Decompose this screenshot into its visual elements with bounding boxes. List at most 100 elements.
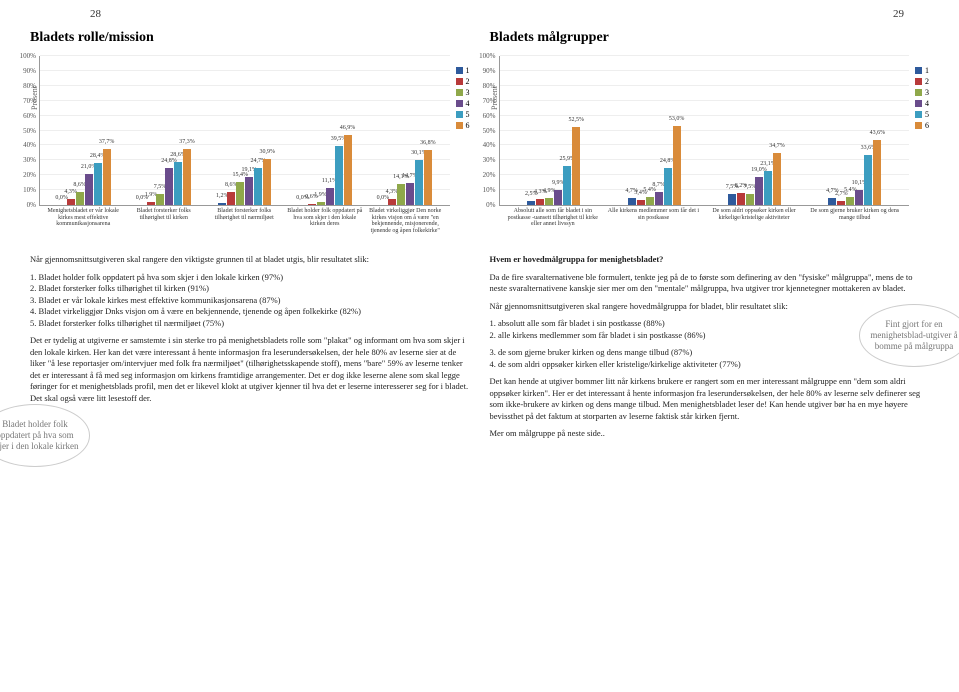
bar: 24,8%	[165, 168, 173, 205]
legend-label: 5	[925, 110, 929, 119]
bar-value-label: 52,5%	[568, 117, 584, 123]
right-text-column: Fint gjort for en menighetsblad-utgiver …	[490, 254, 930, 445]
bar: 5,4%	[646, 197, 654, 205]
right-p2: Når gjennomsnittsutgiveren skal rangere …	[490, 301, 930, 312]
bar: 10,1%	[855, 190, 863, 205]
y-tick: 30%	[483, 156, 496, 164]
y-tick: 60%	[23, 112, 36, 120]
bar-value-label: 43,6%	[870, 130, 886, 136]
legend-item: 3	[915, 88, 929, 97]
bar: 36,8%	[424, 150, 432, 205]
bar-value-label: 36,8%	[420, 140, 436, 146]
bar: 8,2%	[737, 193, 745, 205]
legend-item: 5	[456, 110, 470, 119]
bar: 30,1%	[415, 160, 423, 205]
bar: 9,9%	[554, 190, 562, 205]
y-tick: 10%	[483, 186, 496, 194]
right-title: Bladets målgrupper	[490, 30, 930, 46]
bar: 7,5%	[728, 194, 736, 205]
legend-item: 2	[456, 77, 470, 86]
bar-group: 4,7%2,7%5,4%10,1%33,6%43,6%	[805, 56, 905, 205]
y-tick: 80%	[483, 82, 496, 90]
legend-label: 2	[925, 77, 929, 86]
bar: 52,5%	[572, 127, 580, 205]
bar: 1,9%	[317, 202, 325, 205]
bar: 43,6%	[873, 140, 881, 205]
speech-bubble-left: Bladet holder folk oppdatert på hva som …	[0, 404, 90, 466]
y-tick: 70%	[23, 97, 36, 105]
bar-group: 2,5%4,3%4,9%9,9%25,9%52,5%	[504, 56, 604, 205]
legend-swatch	[915, 111, 922, 118]
y-tick: 50%	[483, 127, 496, 135]
y-tick: 50%	[23, 127, 36, 135]
speech-bubble-right: Fint gjort for en menighetsblad-utgiver …	[859, 304, 959, 366]
bar: 19,0%	[755, 177, 763, 205]
bar-group: 0,0%0,6%1,9%11,1%39,5%46,9%	[285, 56, 365, 205]
legend-swatch	[456, 122, 463, 129]
bar: 39,5%	[335, 146, 343, 205]
bar: 37,7%	[103, 149, 111, 205]
bar: 15,4%	[236, 182, 244, 205]
x-category-label: Alle kirkens medlemmer som får det i sin…	[603, 208, 704, 228]
bar: 14,1%	[397, 184, 405, 205]
bar: 4,3%	[388, 199, 396, 205]
bar: 46,9%	[344, 135, 352, 205]
y-tick: 10%	[23, 186, 36, 194]
legend-item: 6	[915, 121, 929, 130]
right-heading: Hvem er hovedmålgruppa for menighetsblad…	[490, 254, 930, 265]
y-tick: 90%	[23, 67, 36, 75]
right-p3: Det kan hende at utgiver bommer litt når…	[490, 376, 930, 422]
left-text-column: Bladet holder folk oppdatert på hva som …	[30, 254, 470, 445]
y-tick: 100%	[20, 52, 36, 60]
chart-right: 0%10%20%30%40%50%60%70%80%90%100%2,5%4,3…	[499, 56, 910, 228]
bar: 1,9%	[147, 202, 155, 205]
right-page: Bladets målgrupper Prosent 0%10%20%30%40…	[490, 30, 930, 234]
bar: 4,3%	[536, 199, 544, 205]
bar: 4,3%	[67, 199, 75, 205]
y-tick: 0%	[486, 201, 495, 209]
bar-value-label: 53,0%	[669, 116, 685, 122]
left-title: Bladets rolle/mission	[30, 30, 470, 46]
legend-item: 4	[915, 99, 929, 108]
legend-swatch	[915, 67, 922, 74]
bar: 25,9%	[563, 166, 571, 205]
y-tick: 70%	[483, 97, 496, 105]
bar: 0,6%	[308, 204, 316, 205]
legend-swatch	[915, 100, 922, 107]
y-tick: 40%	[23, 141, 36, 149]
bar: 28,6%	[174, 162, 182, 205]
y-tick: 90%	[483, 67, 496, 75]
left-ranked-list: 1. Bladet holder folk oppdatert på hva s…	[30, 272, 470, 329]
bar: 14,7%	[406, 183, 414, 205]
bar: 21,0%	[85, 174, 93, 205]
legend-label: 4	[925, 99, 929, 108]
right-p4: Mer om målgruppe på neste side..	[490, 428, 930, 439]
bar: 2,7%	[837, 201, 845, 205]
bar: 28,4%	[94, 163, 102, 205]
y-tick: 0%	[27, 201, 36, 209]
x-category-label: Menighetsbladet er vår lokale kirkes mes…	[43, 208, 124, 234]
right-p1: Da de fire svaralternativene ble formule…	[490, 272, 930, 295]
bar: 24,7%	[254, 168, 262, 205]
bar-group: 7,5%8,2%7,5%19,0%23,1%34,7%	[704, 56, 804, 205]
y-tick: 100%	[479, 52, 495, 60]
page-number-left: 28	[90, 8, 101, 20]
bar: 8,6%	[227, 192, 235, 205]
x-category-label: Absolutt alle som får bladet i sin postk…	[503, 208, 604, 228]
bar-group: 0,0%1,9%7,5%24,8%28,6%37,3%	[124, 56, 204, 205]
legend-item: 6	[456, 121, 470, 130]
y-tick: 80%	[23, 82, 36, 90]
bar: 33,6%	[864, 155, 872, 205]
legend-item: 5	[915, 110, 929, 119]
legend-left: 123456	[456, 66, 470, 132]
legend-swatch	[915, 89, 922, 96]
x-category-label: De som aldri oppsøker kirken eller kirke…	[704, 208, 805, 228]
legend-item: 3	[456, 88, 470, 97]
bar: 7,5%	[156, 194, 164, 205]
bar-value-label: 37,7%	[99, 139, 115, 145]
legend-item: 1	[915, 66, 929, 75]
legend-label: 1	[925, 66, 929, 75]
bar: 23,1%	[764, 171, 772, 205]
bar: 8,7%	[655, 192, 663, 205]
y-tick: 20%	[23, 171, 36, 179]
